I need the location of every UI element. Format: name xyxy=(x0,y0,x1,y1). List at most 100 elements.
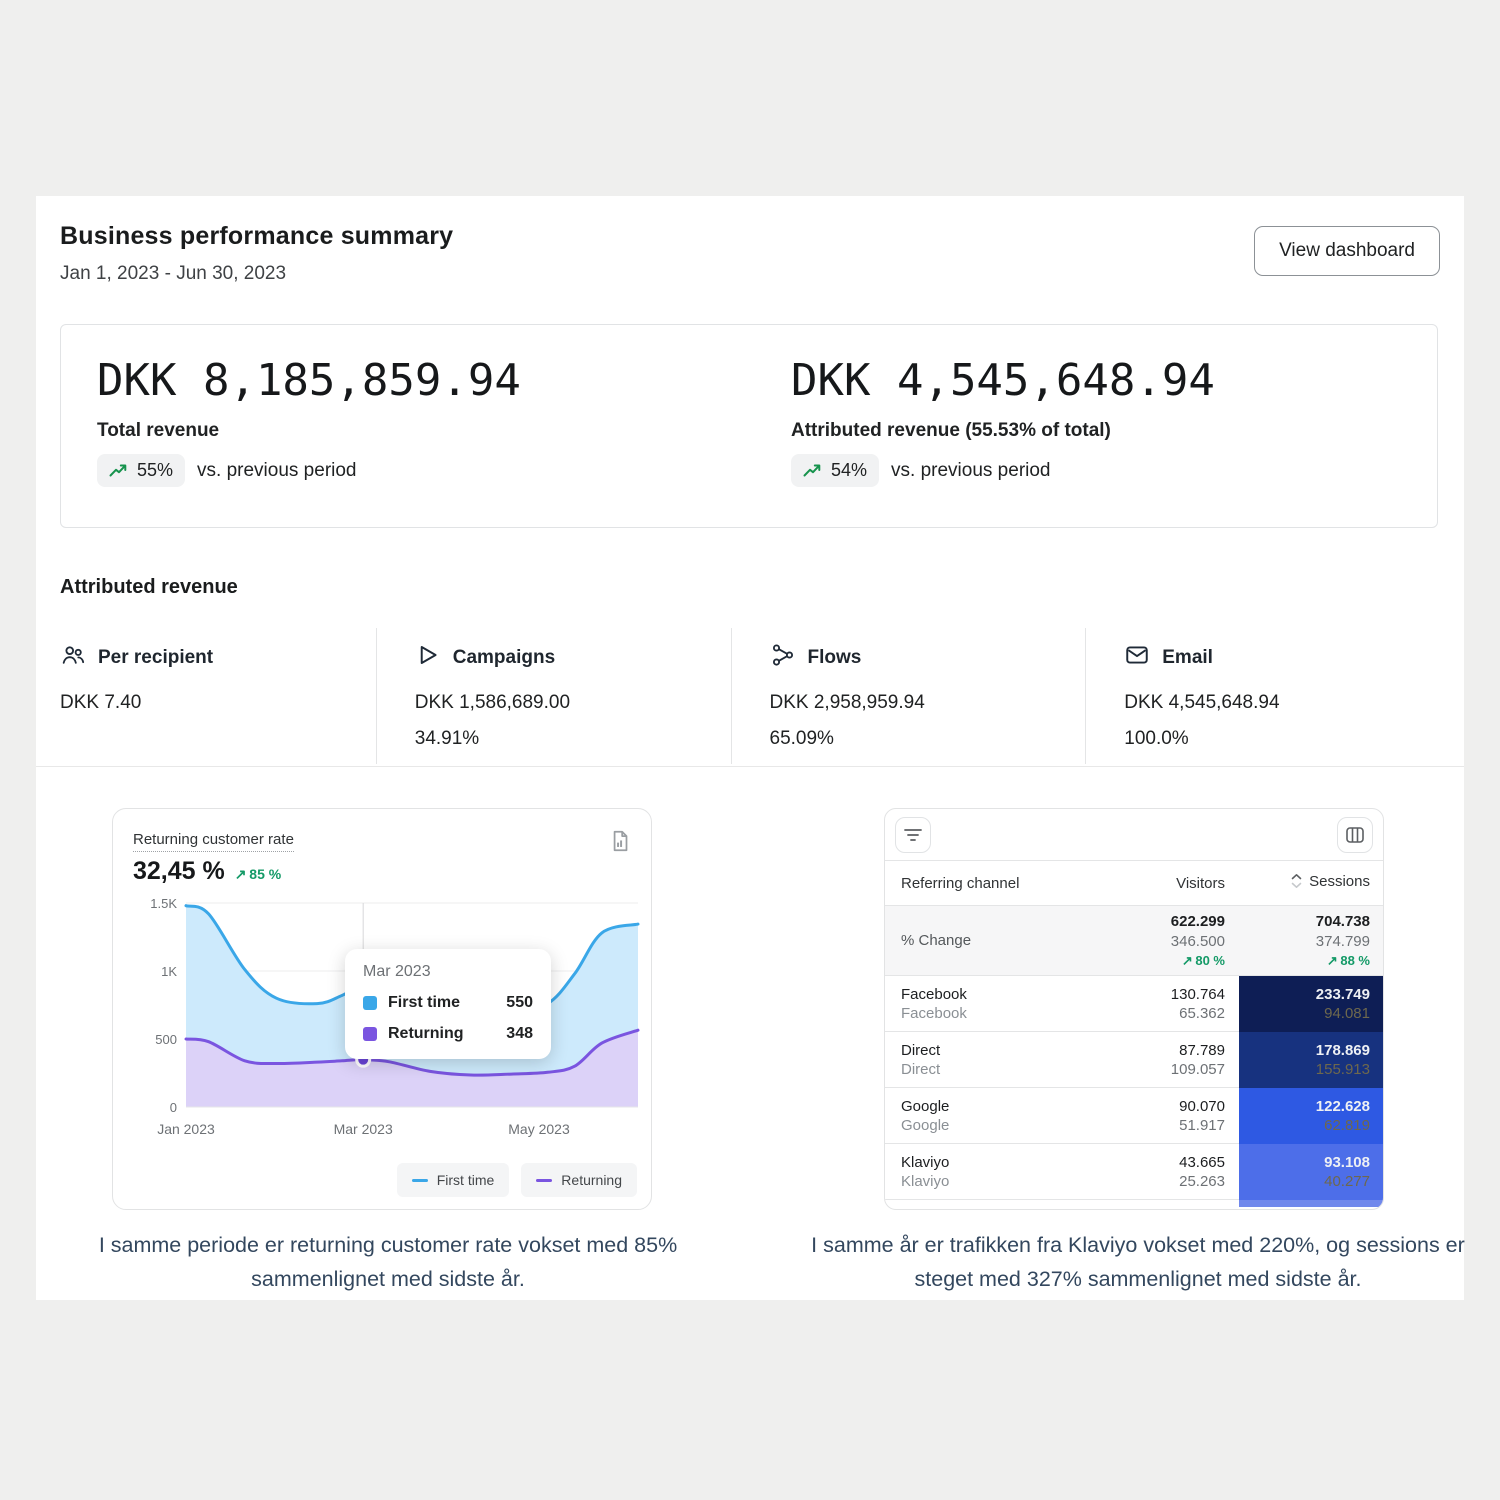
table-header-row: Referring channel Visitors Sessions xyxy=(885,861,1383,905)
total-revenue-label: Total revenue xyxy=(97,420,220,441)
metric-campaigns: Campaigns DKK 1,586,689.00 34.91% xyxy=(375,628,731,764)
panel-header: Business performance summary Jan 1, 2023… xyxy=(60,222,1440,312)
sessions-heat-cell: 178.869 155.913 xyxy=(1239,1032,1383,1088)
sessions-value: 122.628 xyxy=(1315,1098,1370,1115)
right-caption: I samme år er trafikken fra Klaviyo voks… xyxy=(811,1233,1465,1292)
trend-up-icon xyxy=(803,464,821,477)
send-icon xyxy=(415,642,441,674)
tooltip-row: First time 550 xyxy=(363,994,533,1012)
summary-panel: Business performance summary Jan 1, 2023… xyxy=(36,196,1465,1300)
legend-item-first-time[interactable]: First time xyxy=(396,1163,510,1197)
metric-label: Campaigns xyxy=(452,647,556,668)
metric-flows: Flows DKK 2,958,959.94 65.09% xyxy=(730,628,1086,764)
attributed-change-suffix: vs. previous period xyxy=(891,459,1051,481)
sort-icon xyxy=(1291,874,1302,889)
attributed-revenue-label: Attributed revenue (55.53% of total) xyxy=(791,420,1111,441)
metric-percent: 100.0% xyxy=(1124,728,1189,749)
channel-subname: Klaviyo xyxy=(901,1173,950,1190)
visitors-secondary: 109.057 xyxy=(1170,1061,1225,1078)
legend-label: First time xyxy=(436,1172,495,1188)
visitors-secondary: 65.362 xyxy=(1179,1005,1225,1022)
partial-row xyxy=(885,1199,1383,1207)
total-revenue-amount: DKK 8,185,859.94 xyxy=(97,355,521,406)
tooltip-series-value: 348 xyxy=(506,1025,533,1042)
col-visitors[interactable]: Visitors xyxy=(1176,874,1225,892)
legend-item-returning[interactable]: Returning xyxy=(521,1163,637,1197)
metric-email: Email DKK 4,545,648.94 100.0% xyxy=(1085,628,1440,764)
svg-text:1.5K: 1.5K xyxy=(150,896,177,911)
channel-name: Direct xyxy=(901,1042,941,1059)
sessions-heat-cell: 122.628 62.819 xyxy=(1239,1088,1383,1144)
view-dashboard-button[interactable]: View dashboard xyxy=(1254,226,1440,276)
visitors-secondary: 51.917 xyxy=(1179,1117,1225,1134)
total-revenue-change-badge: 55% xyxy=(97,454,186,487)
table-row-klaviyo[interactable]: Klaviyo Klaviyo 43.665 25.263 93.108 40.277 xyxy=(885,1143,1383,1200)
sessions-value: 178.869 xyxy=(1315,1042,1370,1059)
metric-value: DKK 2,958,959.94 xyxy=(769,692,925,713)
col-referring-channel[interactable]: Referring channel xyxy=(901,874,1020,892)
chart-legend: First time Returning xyxy=(396,1163,637,1197)
svg-text:May 2023: May 2023 xyxy=(508,1121,570,1137)
sessions-secondary: 62.819 xyxy=(1324,1117,1370,1134)
chart-title: Returning customer rate xyxy=(133,831,294,852)
chart-tooltip: Mar 2023 First time 550 Returning 348 xyxy=(345,949,551,1059)
summary-sessions: 704.738 374.799 ↗ 88 % xyxy=(1315,912,1370,968)
table-summary-row: % Change 622.299 346.500 ↗ 80 % 704.738 … xyxy=(885,905,1383,975)
email-icon xyxy=(1124,642,1150,674)
date-range: Jan 1, 2023 - Jun 30, 2023 xyxy=(60,263,287,284)
summary-label: % Change xyxy=(901,932,972,949)
table-row-facebook[interactable]: Facebook Facebook 130.764 65.362 233.749 94.0… xyxy=(885,975,1383,1032)
tooltip-row: Returning 348 xyxy=(363,1025,533,1043)
svg-text:500: 500 xyxy=(155,1032,177,1047)
table-row-direct[interactable]: Direct Direct 87.789 109.057 178.869 155.913 xyxy=(885,1031,1383,1088)
metric-percent: 65.09% xyxy=(769,728,834,749)
returning-customer-rate-card: Returning customer rate 32,45 % ↗ 85 % 1… xyxy=(112,808,652,1210)
channel-subname: Google xyxy=(901,1117,950,1134)
attributed-revenue-amount: DKK 4,545,648.94 xyxy=(791,355,1215,406)
legend-dash xyxy=(536,1178,553,1182)
channel-name: Klaviyo xyxy=(901,1154,950,1171)
export-report-button[interactable] xyxy=(605,827,635,857)
tooltip-title: Mar 2023 xyxy=(363,963,431,980)
metric-label: Email xyxy=(1162,647,1213,668)
users-icon xyxy=(60,642,86,674)
columns-button[interactable] xyxy=(1337,817,1373,853)
metric-label: Per recipient xyxy=(98,647,214,668)
legend-dash xyxy=(411,1178,428,1182)
metric-label: Flows xyxy=(807,647,862,668)
sessions-heat-cell: 233.749 94.081 xyxy=(1239,976,1383,1032)
metric-value: DKK 4,545,648.94 xyxy=(1124,692,1280,713)
channel-subname: Direct xyxy=(901,1061,941,1078)
section-divider xyxy=(36,766,1464,767)
summary-visitors: 622.299 346.500 ↗ 80 % xyxy=(1170,912,1225,968)
visitors-value: 43.665 xyxy=(1179,1154,1225,1171)
filter-icon xyxy=(904,829,922,841)
columns-icon xyxy=(1346,827,1364,843)
filter-button[interactable] xyxy=(895,817,931,853)
left-caption: I samme periode er returning customer ra… xyxy=(98,1233,678,1292)
legend-label: Returning xyxy=(561,1172,622,1188)
trend-up-icon xyxy=(109,464,127,477)
table-row-google[interactable]: Google Google 90.070 51.917 122.628 62.819 xyxy=(885,1087,1383,1144)
flows-icon xyxy=(770,642,796,674)
total-change-suffix: vs. previous period xyxy=(197,459,357,481)
svg-text:1K: 1K xyxy=(161,964,177,979)
sessions-secondary: 155.913 xyxy=(1315,1061,1370,1078)
sessions-heat-cell: 93.108 40.277 xyxy=(1239,1144,1383,1200)
attributed-revenue-metric: DKK 4,545,648.94 Attributed revenue (55.… xyxy=(791,355,1215,487)
series-chip xyxy=(363,996,377,1010)
visitors-secondary: 25.263 xyxy=(1179,1173,1225,1190)
total-revenue-metric: DKK 8,185,859.94 Total revenue 55% vs. p… xyxy=(97,355,521,487)
visitors-value: 87.789 xyxy=(1179,1042,1225,1059)
page-title: Business performance summary xyxy=(60,222,454,250)
metric-value: DKK 1,586,689.00 xyxy=(414,692,571,713)
channel-subname: Facebook xyxy=(901,1005,967,1022)
sessions-value: 233.749 xyxy=(1315,986,1370,1003)
tooltip-series-label: Returning xyxy=(388,1025,464,1042)
tooltip-series-label: First time xyxy=(388,994,461,1011)
series-chip xyxy=(363,1027,377,1041)
col-sessions[interactable]: Sessions xyxy=(1239,873,1383,894)
total-revenue-change: 55% xyxy=(137,460,174,480)
visitors-value: 130.764 xyxy=(1170,986,1225,1003)
revenue-summary-card: DKK 8,185,859.94 Total revenue 55% vs. p… xyxy=(60,324,1438,528)
